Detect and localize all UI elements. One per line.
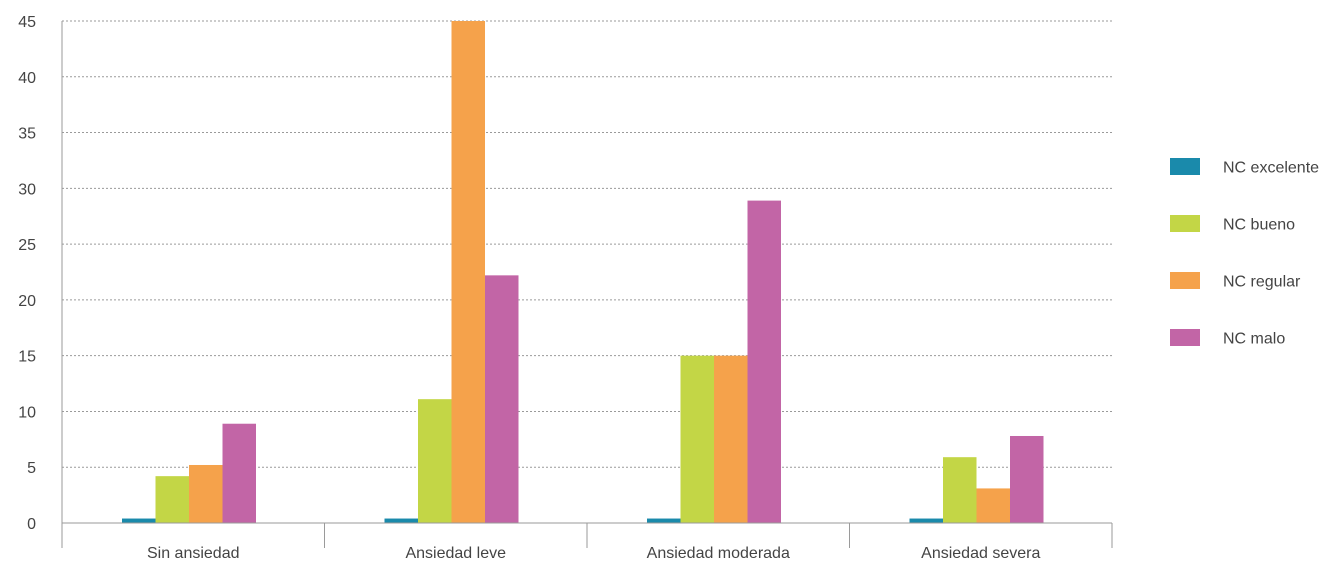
bar <box>909 518 943 523</box>
legend-item: NC regular <box>1170 272 1301 291</box>
legend-label: NC excelente <box>1223 160 1319 177</box>
bar <box>1010 435 1044 523</box>
y-tick-label: 5 <box>27 460 36 477</box>
y-tick-label: 15 <box>18 349 36 366</box>
y-axis-tick-labels: 0 5 10 15 20 25 30 35 40 45 <box>18 14 36 533</box>
x-tick-label: Ansiedad moderada <box>647 545 790 562</box>
bar <box>451 21 485 523</box>
legend-item: NC bueno <box>1170 215 1295 234</box>
bar <box>647 518 681 523</box>
legend-label: NC regular <box>1223 274 1301 291</box>
bar <box>680 355 714 523</box>
bar <box>943 457 977 523</box>
bar <box>155 476 189 523</box>
bar <box>485 275 519 523</box>
bar <box>976 488 1010 523</box>
legend-swatch <box>1170 158 1200 175</box>
legend-label: NC bueno <box>1223 217 1295 234</box>
y-tick-label: 30 <box>18 181 36 198</box>
y-tick-label: 45 <box>18 14 36 31</box>
y-tick-label: 25 <box>18 237 36 254</box>
x-tick-label: Ansiedad leve <box>405 545 506 562</box>
legend-label: NC malo <box>1223 331 1285 348</box>
y-tick-label: 10 <box>18 404 36 421</box>
bar <box>222 423 256 523</box>
y-tick-label: 20 <box>18 293 36 310</box>
bar <box>418 399 452 523</box>
gridlines <box>62 20 1112 468</box>
x-axis-category-labels: Sin ansiedad Ansiedad leve Ansiedad modera… <box>147 545 1040 562</box>
legend-item: NC excelente <box>1170 158 1319 177</box>
bar <box>189 464 223 523</box>
bars <box>122 21 1044 523</box>
legend-swatch <box>1170 329 1200 346</box>
legend-item: NC malo <box>1170 329 1285 348</box>
bar <box>122 518 156 523</box>
bar <box>384 518 418 523</box>
legend-swatch <box>1170 272 1200 289</box>
y-tick-label: 35 <box>18 126 36 143</box>
y-tick-label: 40 <box>18 70 36 87</box>
axes <box>61 21 1113 548</box>
bar <box>747 200 781 523</box>
legend: NC excelente NC bueno NC regular NC malo <box>1170 158 1319 348</box>
y-tick-label: 0 <box>27 516 36 533</box>
x-tick-label: Ansiedad severa <box>921 545 1040 562</box>
legend-swatch <box>1170 215 1200 232</box>
bar <box>714 355 748 523</box>
x-tick-label: Sin ansiedad <box>147 545 240 562</box>
